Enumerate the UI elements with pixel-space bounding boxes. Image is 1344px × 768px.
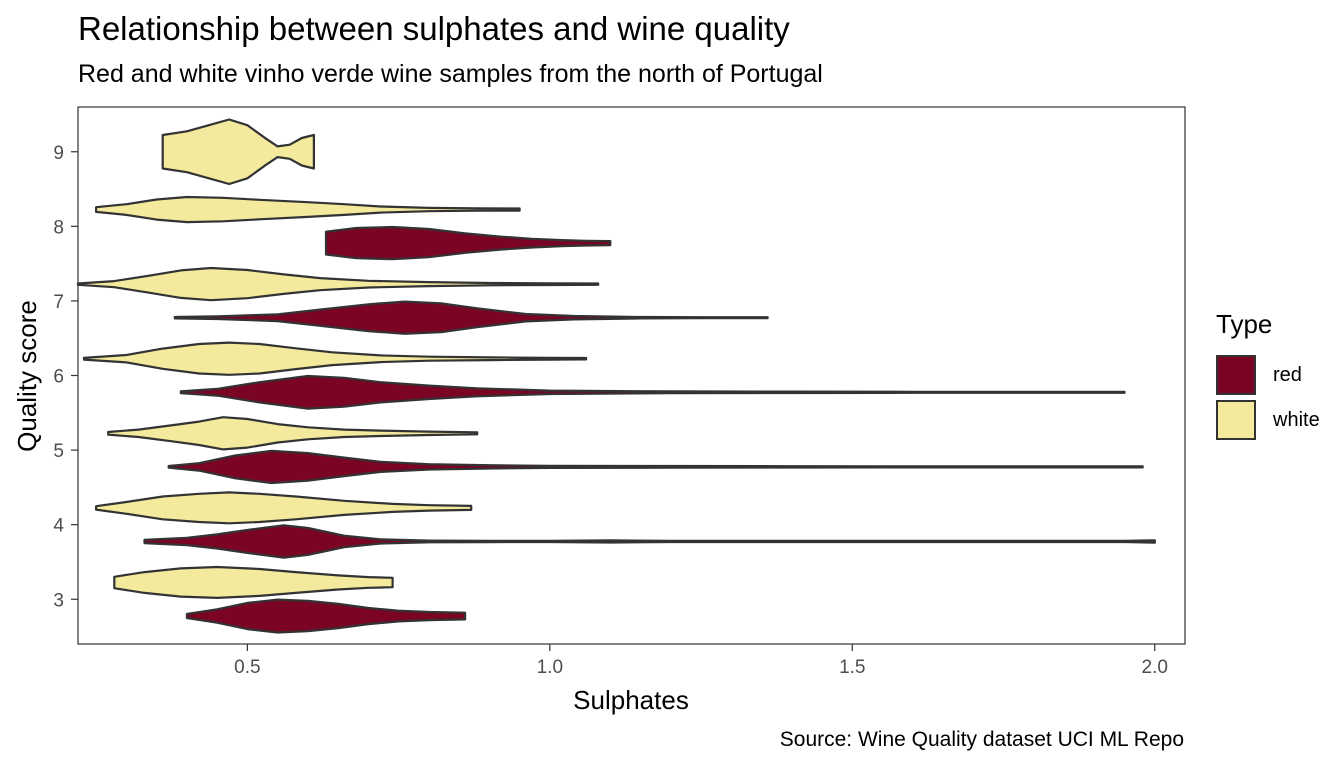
y-tick-label: 5 [53,441,64,462]
x-tick-label: 2.0 [1142,657,1168,678]
legend-label-red: red [1273,363,1302,386]
violin-layer [76,118,1156,634]
violin-white-q7 [76,266,600,302]
x-tick-label: 1.0 [537,657,563,678]
x-tick-label: 0.5 [234,657,260,678]
x-axis-label: Sulphates [573,685,689,715]
y-tick-label: 8 [53,217,64,238]
violin-white-q6 [82,341,588,376]
violin-red-q6 [179,374,1126,410]
legend-item-white: white [1216,398,1320,442]
legend-key-red [1216,355,1256,395]
violin-red-q5 [167,449,1144,485]
violin-white-q9 [161,118,315,186]
x-tick-label: 1.5 [839,657,865,678]
plot-panel [77,106,1186,645]
legend-label-white: white [1273,408,1320,431]
y-axis-label: Quality score [12,300,42,452]
violin-red-q3 [185,598,467,634]
legend-item-red: red [1216,353,1302,397]
violin-red-q8 [324,225,612,261]
violin-red-q4 [143,524,1156,559]
violin-red-q7 [173,300,769,335]
y-tick-label: 7 [53,292,64,313]
y-tick-label: 9 [53,143,64,164]
violin-white-q3 [113,565,394,599]
chart-caption: Source: Wine Quality dataset UCI ML Repo [779,728,1184,751]
violin-white-q5 [107,416,479,451]
y-axis: 3 4 5 6 7 8 9 [53,143,78,611]
violin-white-q4 [95,491,473,525]
chart-title: Relationship between sulphates and wine … [78,10,790,47]
x-axis: 0.5 1.0 1.5 2.0 [234,644,1168,678]
y-tick-label: 3 [53,590,64,611]
legend-key-white [1216,400,1256,440]
violin-white-q8 [95,195,521,224]
legend-title: Type [1216,309,1273,339]
y-tick-label: 6 [53,367,64,388]
y-tick-label: 4 [53,516,64,537]
chart-subtitle: Red and white vinho verde wine samples f… [78,60,823,88]
